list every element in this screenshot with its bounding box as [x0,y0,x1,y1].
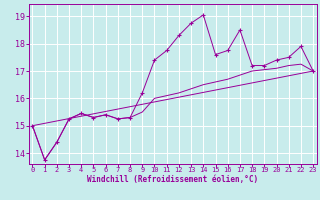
X-axis label: Windchill (Refroidissement éolien,°C): Windchill (Refroidissement éolien,°C) [87,175,258,184]
